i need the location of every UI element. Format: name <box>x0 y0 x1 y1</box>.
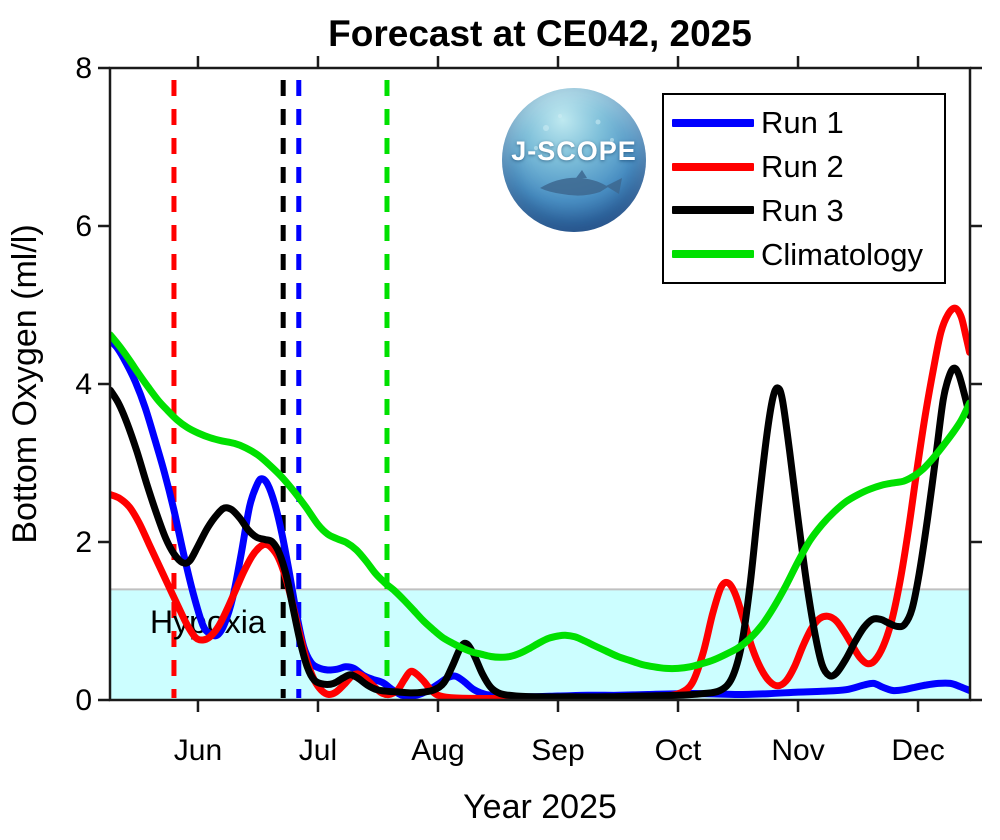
x-tick-label: Sep <box>531 734 584 767</box>
y-tick-label: 0 <box>75 684 92 717</box>
legend-item-climatology: Climatology <box>672 232 938 276</box>
series-line-run-3 <box>110 364 970 700</box>
jscope-logo-text: J-SCOPE <box>511 135 637 166</box>
x-tick-label: Oct <box>655 734 702 767</box>
x-tick-label: Nov <box>771 734 824 767</box>
y-tick-label: 4 <box>75 368 92 401</box>
legend-item-run-2: Run 2 <box>672 145 938 189</box>
x-tick-label: Jun <box>174 734 222 767</box>
y-tick-label: 8 <box>75 52 92 85</box>
x-tick-label: Aug <box>411 734 464 767</box>
x-axis-label: Year 2025 <box>463 788 617 826</box>
y-axis-label: Bottom Oxygen (ml/l) <box>6 224 44 543</box>
y-tick-label: 6 <box>75 210 92 243</box>
series-line-climatology <box>110 331 970 673</box>
legend-label-run-1: Run 1 <box>761 105 844 141</box>
legend-item-run-3: Run 3 <box>672 189 938 233</box>
legend-label-run-2: Run 2 <box>761 149 844 185</box>
legend-label-climatology: Climatology <box>761 236 923 272</box>
y-tick-label: 2 <box>75 526 92 559</box>
legend-line-run-2 <box>672 162 754 171</box>
jscope-logo: J-SCOPE <box>502 88 646 232</box>
legend-item-run-1: Run 1 <box>672 101 938 145</box>
series-line-run-2 <box>110 304 970 700</box>
plot-border <box>108 66 972 702</box>
legend: Run 1 Run 2 Run 3 Climatology <box>662 93 946 284</box>
fish-icon <box>534 114 622 196</box>
legend-line-run-3 <box>672 206 754 215</box>
x-tick-label: Jul <box>299 734 337 767</box>
x-tick-label: Dec <box>891 734 944 767</box>
legend-line-run-1 <box>672 118 754 127</box>
chart-title: Forecast at CE042, 2025 <box>328 13 752 54</box>
legend-label-run-3: Run 3 <box>761 192 844 228</box>
legend-line-climatology <box>672 250 754 259</box>
